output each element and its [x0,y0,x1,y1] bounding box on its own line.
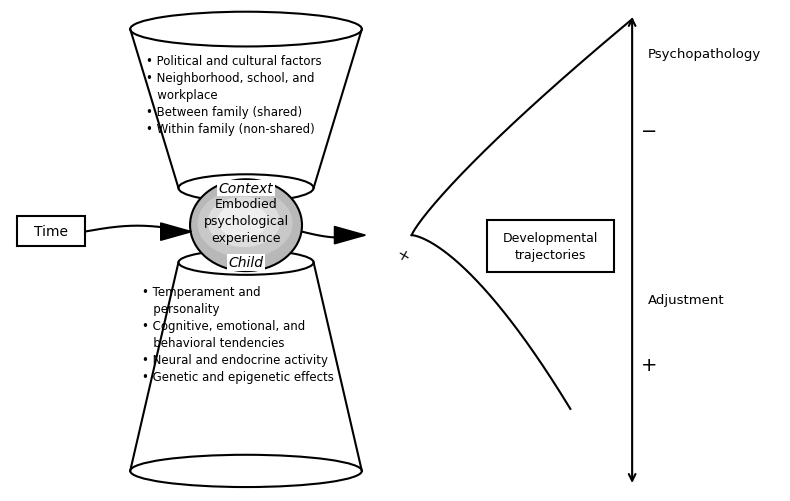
Polygon shape [160,223,192,241]
Text: Time: Time [34,224,68,238]
Text: −: − [641,122,657,141]
Text: Child: Child [228,256,264,270]
Ellipse shape [208,197,280,247]
FancyBboxPatch shape [487,221,615,273]
FancyBboxPatch shape [17,217,85,246]
Text: • Political and cultural factors
• Neighborhood, school, and
   workplace
• Betw: • Political and cultural factors • Neigh… [145,55,322,136]
Text: • Temperament and
   personality
• Cognitive, emotional, and
   behavioral tende: • Temperament and personality • Cognitiv… [141,285,333,383]
Text: Context: Context [219,181,273,195]
Polygon shape [334,227,365,244]
Text: Developmental
trajectories: Developmental trajectories [503,232,598,262]
Text: Psychopathology: Psychopathology [648,48,761,61]
Text: Adjustment: Adjustment [648,294,724,307]
Text: +: + [641,355,657,374]
Text: ×: × [397,247,412,264]
Ellipse shape [190,180,302,272]
Ellipse shape [217,204,268,238]
Text: Embodied
psychological
experience: Embodied psychological experience [204,197,288,244]
Ellipse shape [198,189,292,258]
